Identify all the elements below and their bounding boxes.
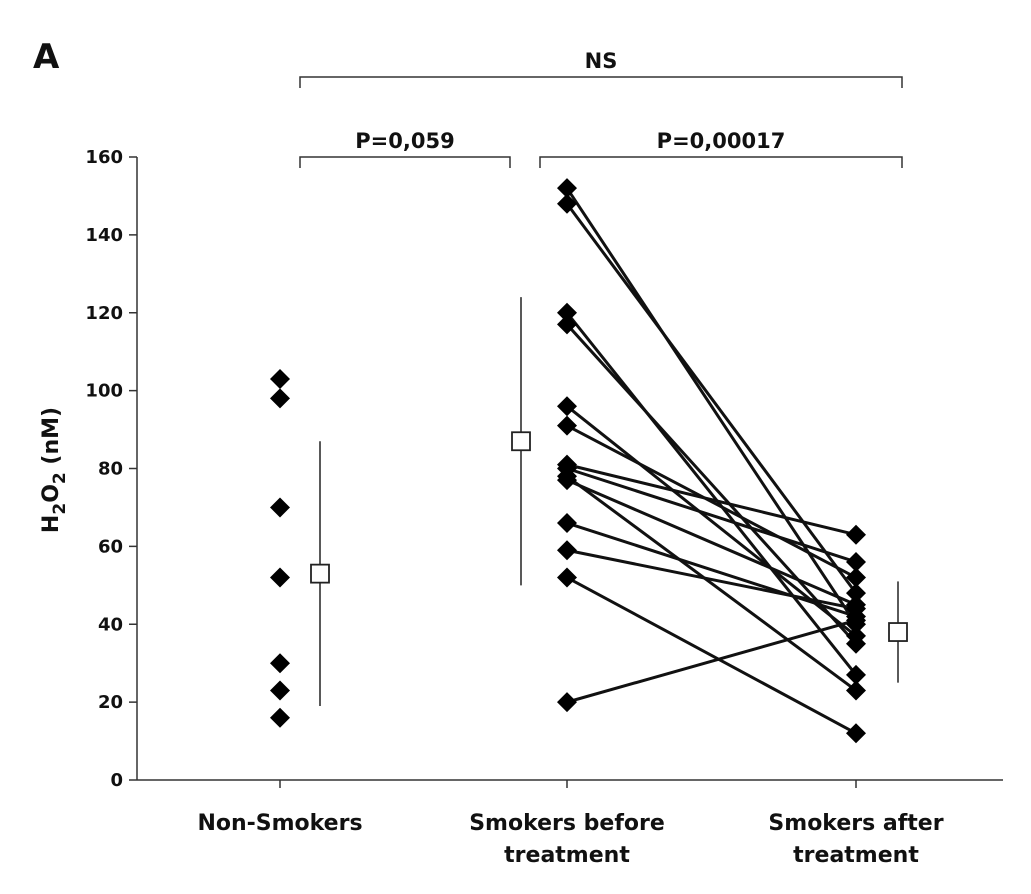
data-point-before bbox=[557, 193, 577, 214]
paired-line bbox=[565, 202, 858, 594]
paired-lines bbox=[565, 187, 858, 735]
annotation-p-left-bracket bbox=[299, 156, 511, 168]
data-point-after bbox=[846, 610, 866, 631]
annotation-ns-bracket bbox=[299, 76, 903, 88]
mean-marker bbox=[511, 431, 531, 452]
data-point-after bbox=[846, 551, 866, 572]
paired-line bbox=[566, 478, 857, 607]
data-point-non-smoker bbox=[270, 653, 290, 674]
y-axis-label-sub1: 2 bbox=[50, 503, 70, 515]
data-point-after bbox=[846, 524, 866, 545]
y-axis-label-main: H bbox=[39, 515, 64, 533]
data-point-after bbox=[846, 680, 866, 701]
panel-label: A bbox=[33, 37, 60, 77]
y-tick-label: 140 bbox=[85, 225, 123, 246]
mean-markers bbox=[310, 431, 908, 642]
data-point-after bbox=[846, 567, 866, 588]
data-point-non-smoker bbox=[270, 368, 290, 389]
data-point-non-smoker bbox=[270, 567, 290, 588]
data-point-after bbox=[846, 598, 866, 619]
data-point-non-smoker bbox=[270, 497, 290, 518]
axes: 0 20 40 60 80 100 120 140 160 bbox=[85, 147, 1003, 791]
y-axis-label: H2O2 (nM) bbox=[39, 407, 70, 533]
data-point-after bbox=[846, 625, 866, 646]
y-axis-label-mid: O bbox=[39, 484, 64, 503]
data-point-non-smoker bbox=[270, 707, 290, 728]
paired-line bbox=[566, 576, 857, 735]
y-tick-label: 40 bbox=[98, 614, 123, 635]
paired-line bbox=[566, 618, 857, 704]
data-point-before bbox=[557, 567, 577, 588]
paired-line bbox=[566, 424, 857, 579]
y-tick-label: 160 bbox=[85, 147, 123, 168]
annotation-p-right-label: P=0,00017 bbox=[657, 129, 786, 153]
x-category-label: treatment bbox=[793, 843, 919, 868]
data-point-before bbox=[557, 396, 577, 417]
annotation-ns-label: NS bbox=[585, 49, 618, 73]
y-axis-label-text: H2O2 (nM) bbox=[39, 407, 70, 533]
y-tick-label: 100 bbox=[85, 381, 123, 402]
y-axis-label-unit: (nM) bbox=[39, 407, 64, 472]
data-point-non-smoker bbox=[270, 680, 290, 701]
data-point-before bbox=[557, 314, 577, 335]
x-category-label: treatment bbox=[504, 843, 630, 868]
paired-line bbox=[566, 463, 857, 537]
data-point-before bbox=[557, 470, 577, 491]
data-point-after bbox=[846, 664, 866, 685]
data-point-non-smoker bbox=[270, 388, 290, 409]
y-tick-label: 20 bbox=[98, 692, 123, 713]
data-point-after bbox=[846, 583, 866, 604]
paired-line bbox=[566, 467, 857, 564]
category-labels: Non-Smokers Smokers before treatment Smoker… bbox=[197, 811, 943, 868]
annotation-p-left-label: P=0,059 bbox=[355, 129, 454, 153]
y-tick-label: 80 bbox=[98, 459, 123, 480]
annotation-p-right-bracket bbox=[539, 156, 903, 168]
data-point-before bbox=[557, 415, 577, 436]
y-axis-label-sub2: 2 bbox=[50, 472, 70, 484]
data-point-before bbox=[557, 513, 577, 534]
data-point-before bbox=[557, 692, 577, 713]
error-bars bbox=[319, 297, 899, 707]
paired-line bbox=[566, 548, 857, 611]
mean-marker bbox=[310, 563, 330, 584]
x-category-label: Non-Smokers bbox=[197, 811, 362, 836]
x-category-label: Smokers before bbox=[469, 811, 665, 836]
data-point-before bbox=[557, 302, 577, 323]
data-point-before bbox=[557, 540, 577, 561]
data-points bbox=[270, 178, 866, 744]
y-tick-label: 0 bbox=[110, 770, 123, 791]
paired-line bbox=[565, 323, 858, 645]
y-tick-label: 120 bbox=[85, 303, 123, 324]
mean-marker bbox=[888, 622, 908, 642]
data-point-before bbox=[557, 178, 577, 199]
paired-line bbox=[565, 311, 858, 676]
y-tick-label: 60 bbox=[98, 536, 123, 557]
data-point-after bbox=[846, 723, 866, 744]
significance-annotations: NS P=0,059 P=0,00017 bbox=[299, 49, 903, 168]
paired-line bbox=[566, 475, 857, 692]
paired-line bbox=[566, 521, 857, 618]
x-category-label: Smokers after bbox=[768, 811, 943, 836]
